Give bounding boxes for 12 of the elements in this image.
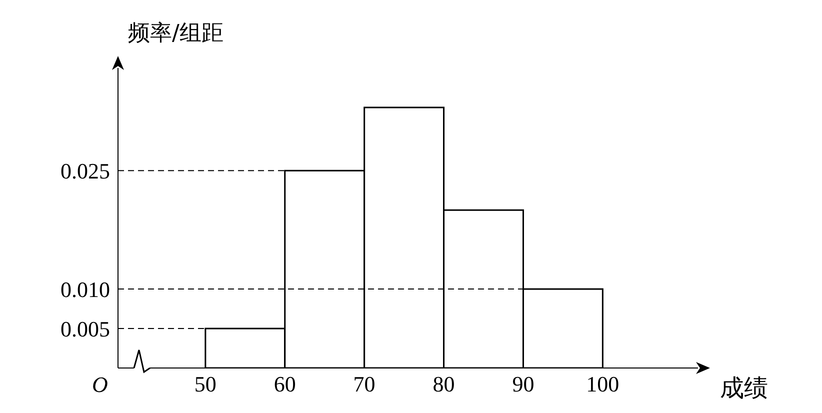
y-tick-label: 0.025 bbox=[60, 158, 110, 184]
x-tick-label: 100 bbox=[586, 372, 620, 397]
x-tick-label: 60 bbox=[274, 372, 296, 397]
y-tick-label: 0.005 bbox=[60, 316, 110, 342]
text: O bbox=[92, 372, 108, 398]
x-tick-label: 70 bbox=[353, 372, 376, 397]
x-axis-title: 成绩 bbox=[720, 373, 768, 404]
x-tick-label: 80 bbox=[432, 372, 455, 397]
y-tick-label: 0.010 bbox=[60, 276, 110, 302]
x-tick-label: 90 bbox=[512, 372, 534, 397]
y-axis-title: 频率/组距 bbox=[128, 20, 224, 48]
x-tick-label: 50 bbox=[194, 372, 216, 397]
